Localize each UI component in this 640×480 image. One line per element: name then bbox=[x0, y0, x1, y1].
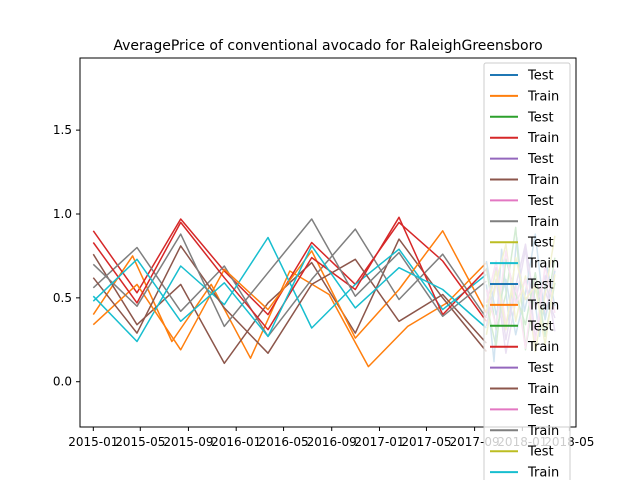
legend-label: Test bbox=[527, 445, 554, 460]
legend-box bbox=[483, 62, 571, 480]
legend-label: Test bbox=[527, 236, 554, 251]
series-line-20 bbox=[92, 245, 487, 338]
legend-label: Train bbox=[527, 340, 559, 355]
y-tick-label: 1.0 bbox=[53, 207, 72, 221]
legend-label: Train bbox=[527, 466, 559, 480]
legend-label: Train bbox=[527, 215, 559, 230]
legend-label: Test bbox=[527, 361, 554, 376]
x-tick-label: 2015-01 bbox=[68, 435, 118, 449]
legend-label: Test bbox=[527, 152, 554, 167]
legend-label: Train bbox=[527, 89, 559, 104]
plot-area-frame bbox=[79, 57, 577, 428]
y-tick-label: 0.5 bbox=[53, 291, 72, 305]
legend-label: Train bbox=[527, 131, 559, 146]
series-line-14 bbox=[92, 216, 487, 331]
series-line-12 bbox=[92, 230, 488, 351]
legend-label: Train bbox=[527, 298, 559, 313]
legend-label: Train bbox=[527, 257, 559, 272]
y-tick-label: 1.5 bbox=[53, 123, 72, 137]
series-line-18 bbox=[92, 218, 487, 328]
chart-title: AveragePrice of conventional avocado for… bbox=[113, 38, 542, 54]
legend-label: Test bbox=[527, 278, 554, 293]
legend-label: Test bbox=[527, 319, 554, 334]
legend-label: Train bbox=[527, 173, 559, 188]
x-tick-label: 2017-01 bbox=[354, 435, 404, 449]
x-tick-label: 2015-09 bbox=[163, 435, 213, 449]
x-tick-label: 2016-05 bbox=[258, 435, 308, 449]
series-line-8 bbox=[92, 228, 488, 338]
y-axis: 0.0 0.5 1.0 1.5 bbox=[53, 123, 80, 389]
x-tick-label: 2016-09 bbox=[307, 435, 357, 449]
legend: Test Train Test Train Test Train Test Train Test… bbox=[483, 62, 571, 480]
legend-label: Test bbox=[527, 194, 554, 209]
legend-label: Test bbox=[527, 69, 554, 84]
x-tick-label: 2017-05 bbox=[401, 435, 451, 449]
x-tick-label: 2016-01 bbox=[211, 435, 261, 449]
series-line-2 bbox=[92, 255, 487, 368]
series-line-4 bbox=[92, 218, 488, 322]
legend-label: Test bbox=[527, 403, 554, 418]
legend-label: Test bbox=[527, 110, 554, 125]
y-tick-label: 0.0 bbox=[53, 375, 72, 389]
legend-label: Train bbox=[527, 382, 559, 397]
legend-label: Train bbox=[527, 424, 559, 439]
x-tick-label: 2015-05 bbox=[115, 435, 165, 449]
